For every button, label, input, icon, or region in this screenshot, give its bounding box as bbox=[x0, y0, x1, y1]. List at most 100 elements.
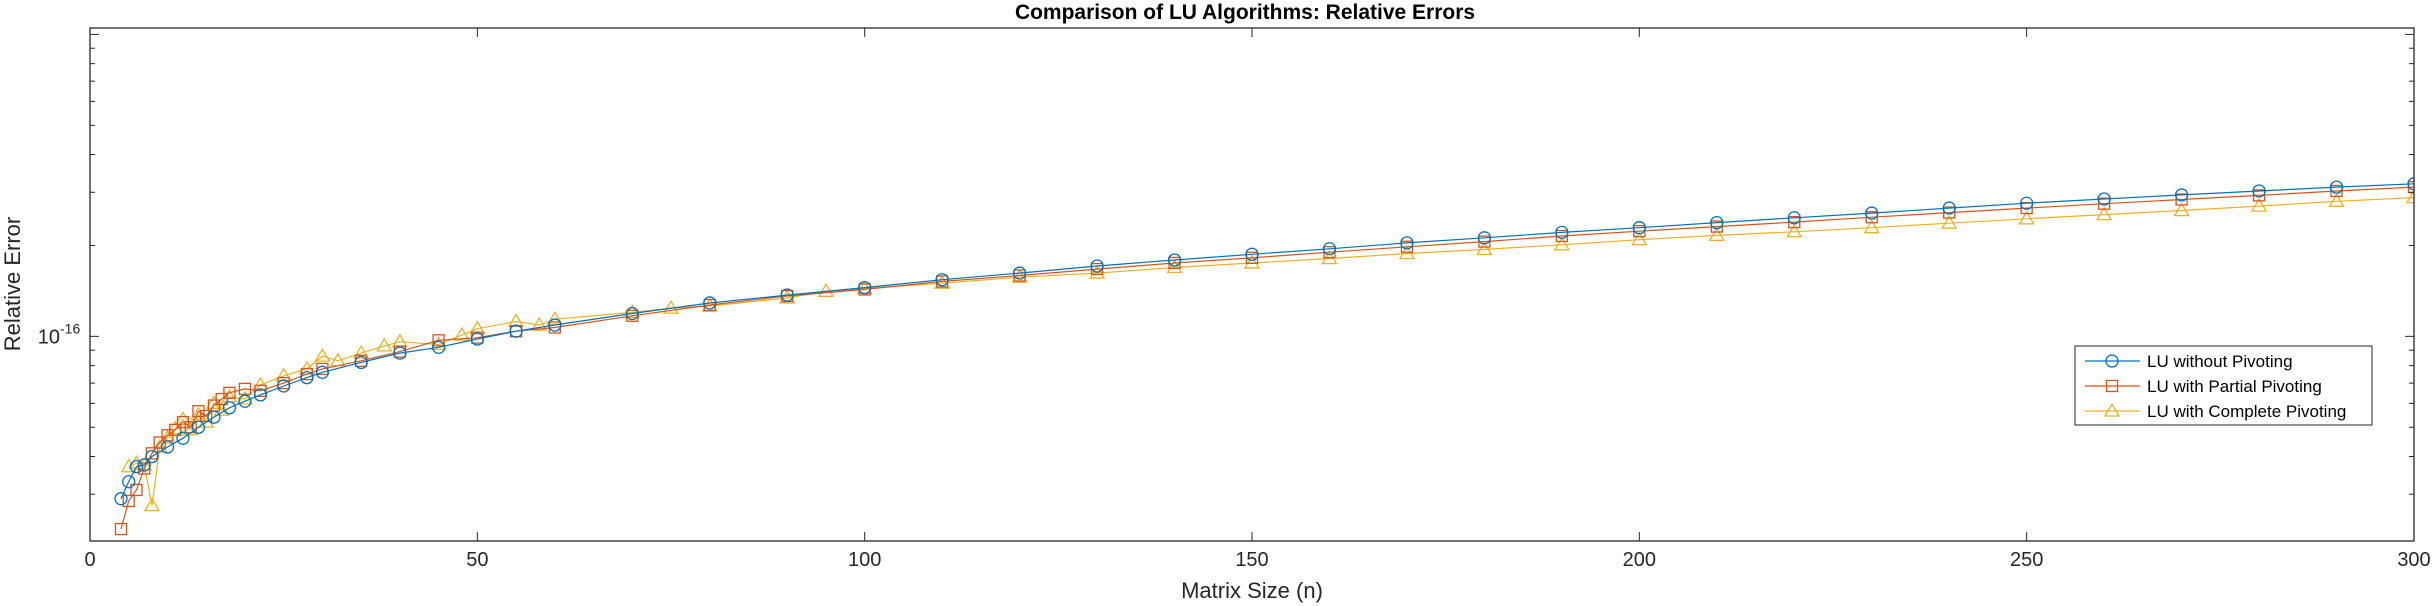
data-point bbox=[1476, 241, 1493, 256]
data-point bbox=[1400, 236, 1414, 250]
data-point bbox=[935, 273, 949, 287]
data-point bbox=[548, 318, 562, 332]
data-point bbox=[2252, 189, 2266, 202]
data-point bbox=[2018, 210, 2035, 225]
data-point bbox=[174, 411, 192, 426]
x-tick-label: 100 bbox=[848, 549, 881, 571]
x-tick-label: 300 bbox=[2397, 549, 2430, 571]
data-point bbox=[277, 379, 291, 393]
data-point bbox=[1400, 240, 1414, 253]
data-point bbox=[2328, 193, 2345, 207]
data-point bbox=[2329, 180, 2344, 194]
data-point bbox=[393, 346, 407, 360]
data-point bbox=[470, 332, 484, 346]
data-point bbox=[431, 340, 446, 354]
legend-entry: LU with Complete Pivoting bbox=[2085, 402, 2346, 421]
series-circle bbox=[114, 177, 2414, 506]
data-point bbox=[275, 367, 292, 382]
data-point bbox=[1632, 221, 1646, 235]
x-tick-label: 200 bbox=[1623, 549, 1656, 571]
data-point bbox=[114, 492, 128, 506]
data-point bbox=[192, 405, 205, 418]
data-point bbox=[1786, 223, 1803, 238]
data-point bbox=[2020, 196, 2034, 210]
data-point bbox=[1243, 254, 1261, 269]
data-point bbox=[1555, 225, 1569, 240]
data-point bbox=[129, 460, 144, 474]
data-point bbox=[703, 296, 717, 310]
legend-entry: LU without Pivoting bbox=[2085, 352, 2293, 371]
data-point bbox=[2407, 177, 2414, 191]
data-point bbox=[1090, 259, 1104, 273]
data-point bbox=[1863, 219, 1880, 234]
legend-marker bbox=[2103, 402, 2121, 417]
data-point bbox=[507, 313, 525, 328]
data-point bbox=[207, 410, 221, 424]
y-tick-exponent: -16 bbox=[60, 320, 80, 336]
x-tick-label: 150 bbox=[1235, 549, 1268, 571]
data-point bbox=[114, 522, 128, 536]
data-point bbox=[315, 365, 330, 379]
data-point bbox=[780, 288, 794, 302]
data-point bbox=[120, 458, 137, 473]
data-point bbox=[153, 436, 166, 449]
x-axis: 0 50 100 150 200 250 300 bbox=[84, 28, 2431, 571]
data-point bbox=[858, 280, 872, 295]
legend: LU without Pivoting LU with Partial Pivot… bbox=[2074, 345, 2373, 426]
data-point bbox=[509, 324, 523, 338]
data-point bbox=[143, 497, 161, 512]
chart-title: Comparison of LU Algorithms: Relative Er… bbox=[1015, 1, 1475, 24]
data-point bbox=[1245, 247, 1259, 261]
data-point bbox=[453, 326, 470, 341]
data-point bbox=[1012, 266, 1027, 280]
data-point bbox=[238, 394, 252, 408]
data-point bbox=[376, 337, 393, 352]
data-point bbox=[1477, 231, 1492, 245]
data-point bbox=[1631, 231, 1648, 246]
data-point bbox=[300, 370, 314, 385]
legend-marker bbox=[2105, 354, 2119, 368]
data-point bbox=[432, 334, 445, 347]
data-point bbox=[353, 344, 370, 359]
data-point bbox=[137, 458, 151, 472]
y-axis-label: Relative Error bbox=[0, 217, 25, 351]
data-point bbox=[1708, 227, 1725, 242]
data-point bbox=[430, 336, 447, 351]
data-point bbox=[122, 494, 135, 508]
y-axis: 10 -16 bbox=[38, 33, 2414, 495]
data-point bbox=[252, 376, 269, 391]
data-point bbox=[1865, 206, 1879, 220]
data-point bbox=[122, 475, 136, 489]
legend-label: LU with Complete Pivoting bbox=[2147, 402, 2346, 421]
data-point bbox=[1710, 220, 1723, 233]
data-point bbox=[213, 401, 230, 416]
data-point bbox=[2174, 188, 2189, 202]
x-tick-label: 250 bbox=[2010, 549, 2043, 571]
data-point bbox=[2252, 184, 2266, 198]
data-point bbox=[2173, 202, 2190, 217]
data-point bbox=[354, 355, 368, 370]
data-point bbox=[1865, 211, 1878, 224]
data-point bbox=[1710, 215, 1724, 230]
data-point bbox=[625, 306, 639, 321]
data-point bbox=[1943, 206, 1956, 219]
x-axis-label: Matrix Size (n) bbox=[1181, 578, 1323, 603]
data-point bbox=[222, 401, 237, 415]
data-point bbox=[2250, 197, 2268, 212]
data-point bbox=[145, 449, 159, 464]
legend-label: LU with Partial Pivoting bbox=[2147, 377, 2322, 396]
data-point bbox=[1787, 211, 1801, 225]
data-point bbox=[624, 304, 641, 319]
x-tick-label: 50 bbox=[466, 549, 488, 571]
data-point bbox=[2096, 206, 2113, 221]
data-point bbox=[531, 316, 548, 331]
data-point bbox=[469, 320, 486, 335]
series-layer bbox=[114, 177, 2414, 536]
data-point bbox=[1166, 259, 1183, 274]
data-point bbox=[2097, 192, 2111, 206]
data-point bbox=[254, 384, 267, 397]
data-point bbox=[2330, 184, 2343, 198]
data-point bbox=[182, 421, 199, 436]
legend-marker bbox=[2105, 379, 2119, 393]
